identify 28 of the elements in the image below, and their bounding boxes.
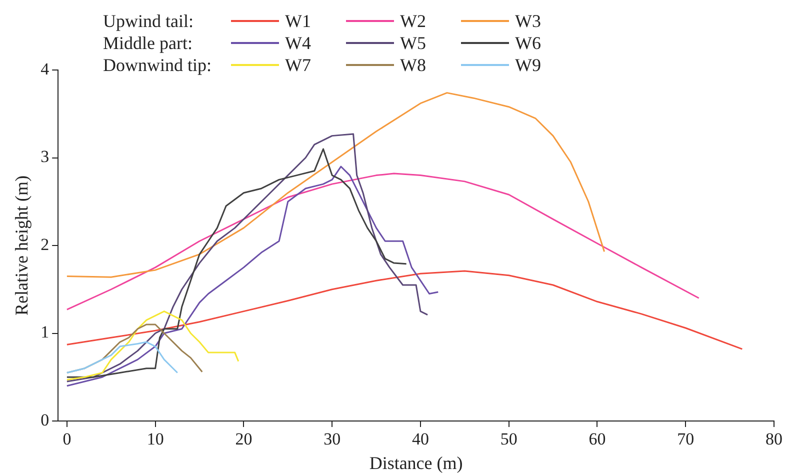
x-tick-label: 40: [412, 430, 429, 449]
text: Upwind tail:: [103, 10, 194, 32]
legend-label: W8: [400, 54, 426, 76]
legend-label: W4: [285, 32, 311, 54]
legend-label: W9: [515, 54, 541, 76]
x-tick-label: 0: [62, 430, 72, 449]
text: Middle part:: [103, 32, 194, 54]
y-tick-label: 1: [40, 322, 50, 342]
y-axis-title: Relative height (m): [12, 176, 32, 316]
x-tick-label: 80: [766, 430, 782, 449]
x-tick-label: 20: [235, 430, 252, 449]
x-tick-label: 50: [500, 430, 518, 449]
legend-label: W7: [285, 54, 311, 76]
y-tick-label: 2: [40, 234, 50, 254]
legend-label: W1: [285, 10, 311, 32]
legend-label: W2: [400, 10, 426, 32]
legend-label: W3: [515, 10, 541, 32]
x-axis-title: Distance (m): [369, 452, 463, 473]
x-tick-label: 70: [677, 430, 694, 449]
y-tick-label: 3: [40, 147, 50, 166]
legend-label: W5: [400, 32, 426, 54]
x-tick-label: 10: [146, 430, 164, 449]
x-tick-label: 60: [588, 430, 606, 449]
annotation: Downwind tip:: [103, 54, 213, 76]
y-tick-label: 0: [40, 410, 50, 430]
y-tick-label: 4: [40, 59, 50, 78]
x-tick-label: 30: [324, 430, 341, 449]
legend-label: W6: [515, 32, 541, 54]
